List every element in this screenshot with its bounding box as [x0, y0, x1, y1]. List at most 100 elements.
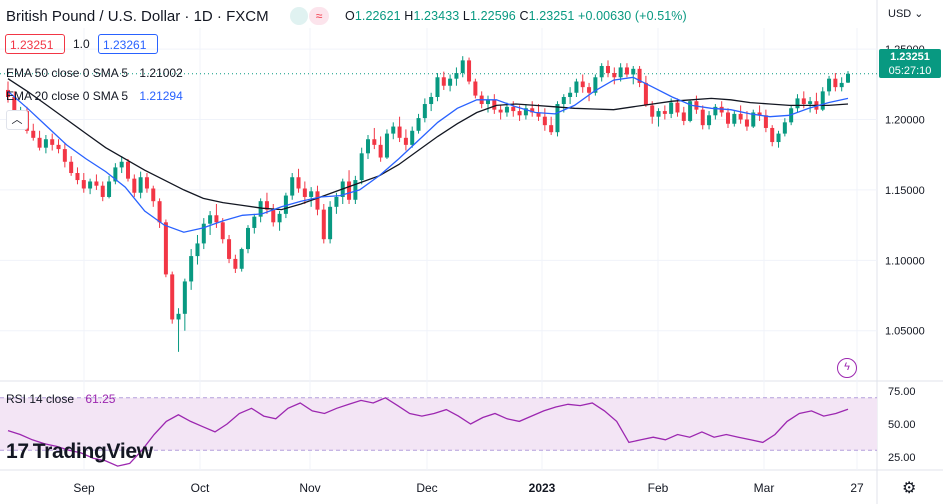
candle-body	[681, 112, 686, 121]
candle-body	[467, 60, 472, 82]
candle-body	[31, 130, 36, 138]
candle-body	[486, 99, 490, 105]
candle-body	[328, 206, 333, 240]
candle-body	[460, 60, 465, 74]
candle-body	[88, 181, 93, 189]
candle-body	[138, 177, 143, 193]
candle-body	[126, 161, 130, 179]
candle-body	[227, 239, 232, 259]
candle-body	[782, 122, 787, 134]
candle-body	[568, 92, 573, 97]
candle-body	[410, 130, 415, 145]
candle-body	[119, 161, 124, 168]
candle-body	[163, 222, 168, 275]
open-value: 1.22621	[354, 9, 401, 23]
ema20-label: EMA 20 close 0 SMA 5	[6, 89, 129, 103]
candle-body	[277, 213, 282, 223]
candle-body	[56, 144, 61, 150]
candle-body	[422, 104, 427, 119]
candle-body	[302, 188, 307, 197]
candle-body	[6, 89, 10, 97]
lightning-icon[interactable]: ϟ	[837, 358, 857, 378]
ema50-legend[interactable]: EMA 50 close 0 SMA 5 1.21002	[6, 66, 183, 80]
candle-body	[795, 98, 800, 109]
candle-body	[309, 191, 314, 197]
rsi-legend[interactable]: RSI 14 close 61.25	[6, 392, 115, 406]
candle-body	[599, 66, 604, 78]
candle-body	[504, 106, 509, 113]
ema20-legend[interactable]: EMA 20 close 0 SMA 5 1.21294	[6, 89, 183, 103]
candle-body	[144, 177, 149, 189]
price-tick-label: 1.20000	[885, 115, 925, 127]
gear-icon[interactable]: ⚙	[902, 480, 917, 497]
candle-body	[688, 101, 693, 121]
rsi-line	[7, 397, 849, 467]
rsi-tick-75: 75.00	[888, 386, 916, 398]
sell-button[interactable]: 1.23251	[5, 34, 65, 54]
collapse-legend-chevron-up-icon[interactable]: ︿	[6, 110, 28, 130]
ema50-line	[7, 78, 849, 211]
ema50-label: EMA 50 close 0 SMA 5	[6, 66, 129, 80]
ema20-value: 1.21294	[139, 89, 183, 103]
candle-body	[290, 177, 295, 196]
candle-body	[366, 139, 370, 154]
candle-body	[580, 81, 585, 88]
price-tick-label: 1.10000	[885, 255, 925, 267]
buy-button[interactable]: 1.23261	[98, 34, 158, 54]
candle-body	[726, 112, 730, 124]
time-tick-label: 27	[850, 481, 864, 495]
candle-body	[353, 180, 358, 200]
candle-body	[618, 67, 623, 78]
candle-body	[246, 227, 250, 250]
price-tick-label: 1.15000	[885, 185, 925, 197]
rsi-tick-25: 25.00	[888, 452, 916, 464]
candle-body	[555, 104, 560, 133]
currency-selector[interactable]: USD ⌄	[888, 7, 924, 20]
candle-body	[378, 144, 383, 158]
candle-body	[536, 112, 541, 117]
candles-group	[6, 56, 850, 352]
rsi-band	[0, 397, 877, 451]
candle-body	[416, 118, 421, 131]
candle-body	[12, 96, 17, 116]
candle-body	[631, 68, 636, 75]
rsi-tick-50: 50.00	[888, 419, 916, 431]
candle-body	[296, 177, 301, 189]
candle-body	[454, 73, 459, 79]
candle-body	[763, 115, 768, 128]
candle-body	[372, 139, 377, 145]
fx-icon[interactable]: ≈	[309, 7, 329, 25]
candle-body	[271, 209, 276, 223]
market-status-pill[interactable]	[290, 7, 308, 25]
low-label: L	[462, 9, 470, 23]
candle-body	[757, 112, 762, 116]
candle-body	[523, 108, 528, 116]
bar-countdown: 05:27:10	[888, 65, 932, 77]
candle-body	[839, 82, 844, 88]
candle-body	[315, 191, 320, 210]
candle-body	[542, 116, 547, 126]
candle-body	[656, 111, 661, 117]
time-tick-label: Oct	[191, 481, 210, 495]
candle-body	[43, 139, 48, 148]
candle-body	[397, 126, 402, 138]
candle-body	[157, 201, 162, 223]
time-tick-label: 2023	[529, 481, 556, 495]
change-value: +0.00630 (+0.51%)	[578, 9, 687, 23]
candle-body	[492, 99, 497, 110]
candle-body	[473, 81, 478, 96]
time-tick-label: Sep	[73, 481, 95, 495]
candle-body	[75, 173, 80, 181]
candle-body	[100, 185, 105, 197]
currency-label: USD	[888, 8, 912, 20]
candle-body	[713, 106, 718, 116]
candle-body	[208, 215, 213, 224]
chart-title: British Pound / U.S. Dollar · 1D · FXCM	[6, 8, 269, 25]
candle-body	[81, 180, 86, 189]
candle-body	[441, 77, 446, 86]
rsi-label: RSI 14 close	[6, 392, 75, 406]
candle-body	[182, 281, 187, 314]
candle-body	[675, 102, 680, 113]
candle-body	[62, 149, 67, 162]
